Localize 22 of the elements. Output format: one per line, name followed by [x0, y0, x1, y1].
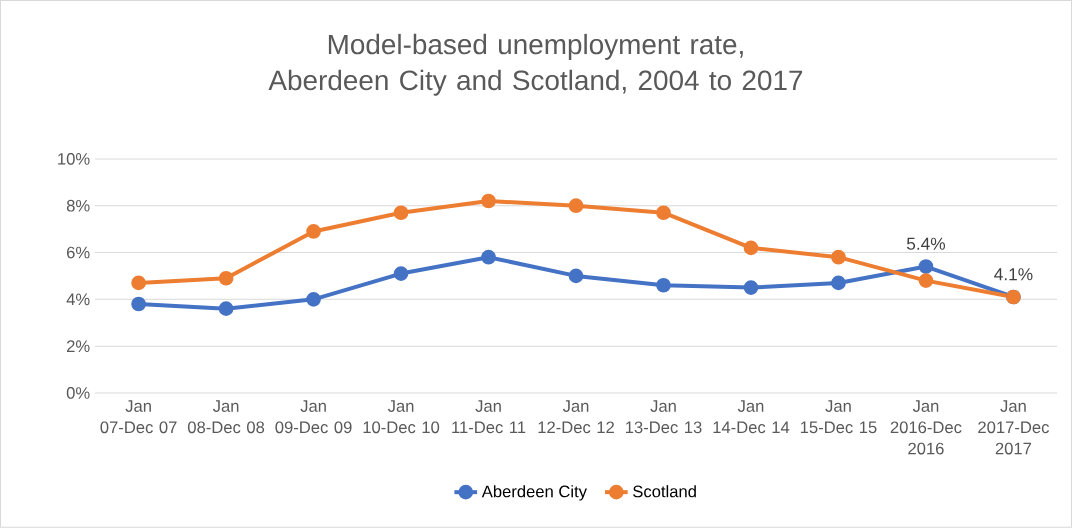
y-tick-label: 10% — [58, 153, 90, 165]
x-tick-label: Jan 2017-Dec 2017 — [978, 400, 1049, 455]
x-tick-label: Jan 07-Dec 07 — [100, 400, 177, 434]
x-tick-label: Jan 10-Dec 10 — [363, 400, 440, 434]
x-tick-label: Jan 15-Dec 15 — [800, 400, 877, 434]
legend-label: Scotland — [633, 485, 696, 498]
x-tick-label: Jan 2016-Dec 2016 — [890, 400, 962, 455]
x-tick-label: Jan 14-Dec 14 — [713, 400, 790, 434]
x-tick-label: Jan 12-Dec 12 — [538, 400, 614, 434]
x-tick-label: Jan 13-Dec 13 — [625, 400, 702, 434]
y-tick-label: 2% — [67, 340, 90, 353]
y-tick-label: 8% — [66, 199, 90, 212]
x-tick-label: Jan 08-Dec 08 — [187, 400, 265, 434]
legend-label: Aberdeen City — [481, 485, 587, 501]
y-tick-label: 0% — [66, 387, 90, 399]
y-tick-label: 4% — [66, 293, 90, 306]
chart-title: Model-based unemployment rate, Aberdeen City and Scotland, 2004 to 2017 — [268, 33, 803, 96]
x-tick-label: Jan 09-Dec 09 — [275, 400, 352, 434]
data-label: 4.1% — [994, 268, 1033, 281]
y-tick-label: 6% — [67, 246, 90, 259]
data-label: 5.4% — [906, 237, 946, 250]
x-tick-label: Jan 11-Dec 11 — [452, 400, 526, 434]
